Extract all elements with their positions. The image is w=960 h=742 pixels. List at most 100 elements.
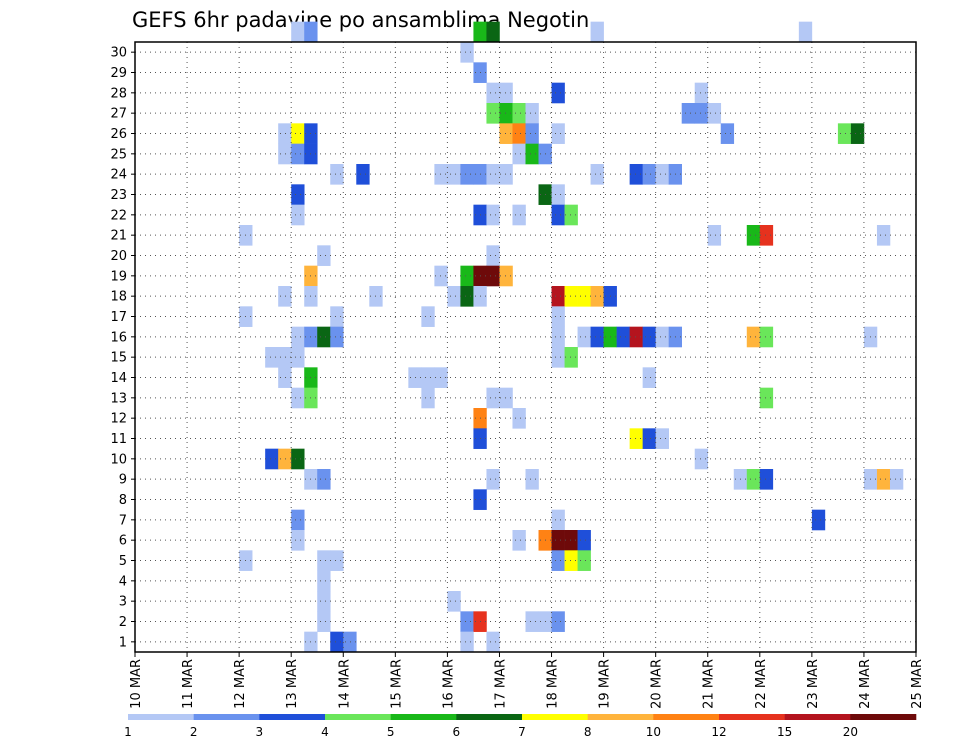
x-tick-label: 22 MAR (754, 659, 769, 709)
heatmap-cell (551, 509, 565, 531)
heatmap-cell (330, 631, 344, 653)
x-tick-label: 14 MAR (337, 659, 352, 709)
heatmap-cell (499, 164, 513, 185)
x-tick-label: 23 MAR (806, 659, 821, 709)
heatmap-cell (512, 103, 526, 124)
y-tick-label: 12 (110, 412, 127, 427)
heatmap-cell (278, 286, 292, 307)
colorbar-swatch (522, 714, 588, 720)
heatmap-cell (291, 326, 305, 348)
y-tick-label: 22 (110, 208, 127, 223)
heatmap-cell (486, 265, 500, 287)
heatmap-cell (564, 286, 578, 307)
heatmap-cell (434, 164, 448, 185)
y-axis-ticks: 1234567891011121314151617181920212223242… (110, 46, 135, 650)
heatmap-cell (876, 225, 891, 246)
y-tick-label: 25 (110, 147, 127, 162)
heatmap-cell (746, 225, 761, 246)
heatmap-cell (486, 103, 500, 124)
x-tick-label: 17 MAR (493, 659, 508, 709)
y-tick-label: 9 (119, 473, 127, 488)
y-tick-label: 23 (110, 188, 127, 203)
colorbar-swatch (456, 714, 523, 720)
heatmap-cell (577, 550, 591, 571)
heatmap-cell (317, 591, 331, 612)
heatmap-cell (317, 245, 331, 266)
heatmap-cell (525, 123, 539, 144)
heatmap-cell (499, 82, 513, 104)
heatmap-cell (486, 21, 500, 43)
heatmap-cell (837, 123, 852, 144)
x-tick-label: 11 MAR (181, 659, 196, 709)
y-tick-label: 26 (110, 127, 127, 142)
heatmap-cell (486, 82, 500, 104)
heatmap-cell (317, 550, 331, 571)
heatmap-cell (564, 530, 578, 551)
colorbar-label: 3 (256, 725, 264, 739)
y-tick-label: 27 (110, 107, 127, 122)
heatmap-cell (291, 387, 305, 409)
heatmap-cell (486, 631, 500, 653)
heatmap-cell (460, 611, 474, 632)
x-tick-label: 24 MAR (858, 659, 873, 709)
heatmap-cell (525, 469, 539, 490)
heatmap-cell (291, 530, 305, 551)
heatmap-cell (707, 103, 722, 124)
y-tick-label: 16 (110, 330, 127, 345)
colorbar-label: 6 (453, 725, 461, 739)
heatmap-cell (460, 164, 474, 185)
heatmap-cell (707, 225, 722, 246)
plot-frame (134, 41, 917, 653)
heatmap-cell (304, 21, 318, 43)
heatmap-cell (551, 550, 565, 571)
colorbar-label: 1 (124, 725, 132, 739)
colorbar-label: 10 (646, 725, 661, 739)
heatmap-cell (486, 164, 500, 185)
heatmap-cell (759, 387, 774, 409)
heatmap-cell (525, 611, 539, 632)
heatmap-cell (278, 123, 292, 144)
heatmap-cell (564, 347, 578, 368)
x-tick-label: 12 MAR (233, 659, 248, 709)
colorbar-label: 7 (518, 725, 526, 739)
x-tick-label: 20 MAR (650, 659, 665, 709)
colorbar-label: 8 (584, 725, 592, 739)
heatmap-cell (421, 306, 435, 327)
heatmap-cell (473, 21, 487, 43)
heatmap-cell (720, 123, 735, 144)
x-tick-label: 25 MAR (910, 659, 925, 709)
y-tick-label: 20 (110, 249, 127, 264)
heatmap-cell (499, 123, 513, 144)
heatmap-cell (343, 631, 357, 653)
heatmap-cell (590, 286, 604, 307)
heatmap-cell (759, 326, 774, 348)
heatmap-cell (551, 611, 565, 632)
colorbar-swatch (587, 714, 654, 720)
heatmap-cell (291, 204, 305, 226)
heatmap-cell (564, 550, 578, 571)
heatmap-cell (642, 326, 656, 348)
colorbar-swatch (259, 714, 326, 720)
heatmap-cell (551, 306, 565, 327)
heatmap-cell (447, 164, 461, 185)
heatmap-cell (746, 469, 761, 490)
heatmap-cell (499, 387, 513, 409)
heatmap-cell (889, 469, 904, 490)
colorbar: 1 2 3 4 5 6 7 8 10 12 15 20 (124, 714, 917, 739)
heatmap-cell (577, 530, 591, 551)
heatmap-cell (330, 306, 344, 327)
heatmap-cell (317, 611, 331, 632)
heatmap-cell (655, 326, 669, 348)
heatmap-cell (590, 164, 604, 185)
chart-title: GEFS 6hr padavine po ansamblima Negotin (132, 8, 589, 32)
heatmap-cell (629, 326, 643, 348)
heatmap-cell (447, 286, 461, 307)
y-tick-label: 7 (119, 513, 127, 528)
heatmap-cell (421, 387, 435, 409)
y-tick-label: 18 (110, 290, 127, 305)
heatmap-cell (655, 164, 669, 185)
heatmap-cell (629, 164, 643, 185)
heatmap-cell (460, 286, 474, 307)
x-tick-label: 18 MAR (546, 659, 561, 709)
heatmap-cell (746, 326, 761, 348)
